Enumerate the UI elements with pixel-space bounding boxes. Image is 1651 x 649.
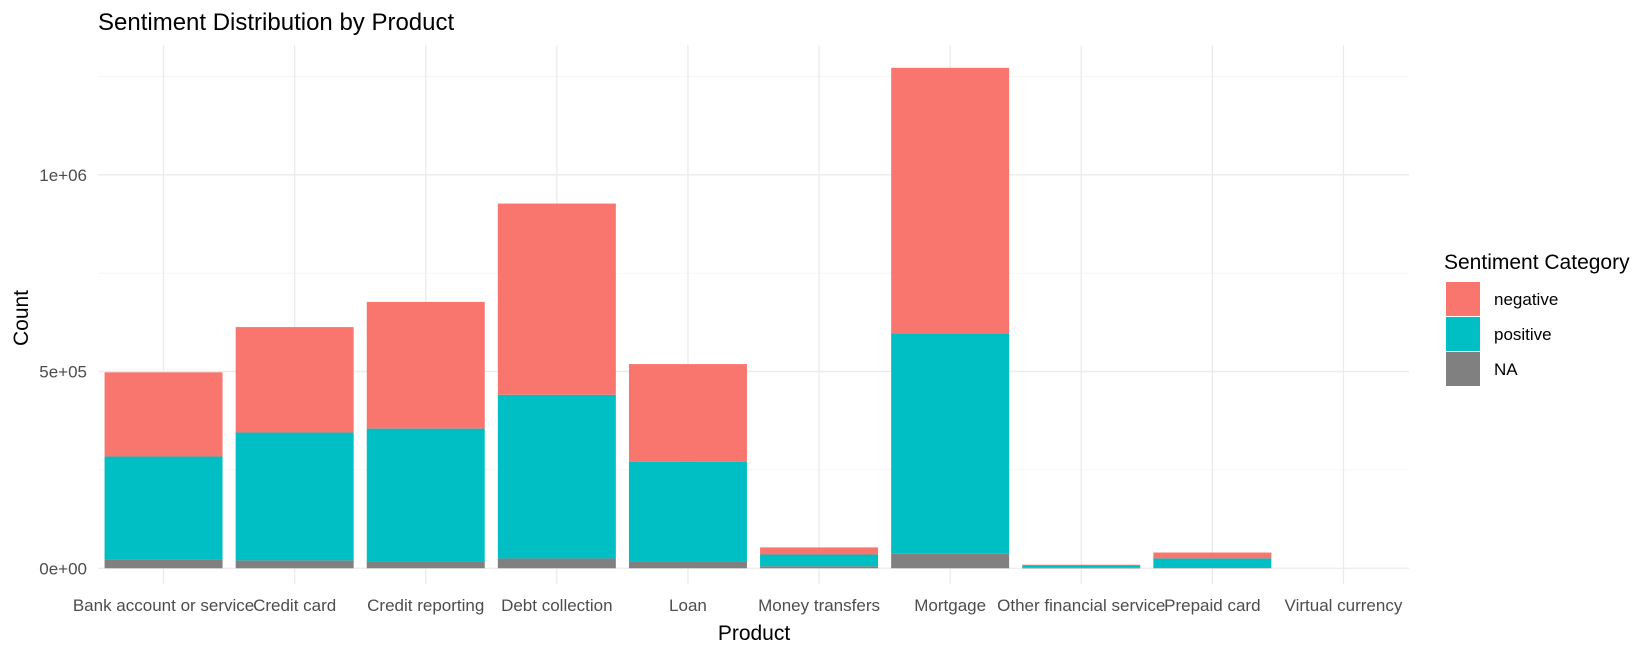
legend: Sentiment Category negative positive NA [1444, 251, 1630, 386]
bar-segment-positive [891, 333, 1010, 554]
bar-segment-positive [628, 461, 747, 562]
x-tick-label: Prepaid card [1164, 596, 1260, 615]
bar-segment-positive [497, 394, 616, 559]
bars [104, 67, 1272, 569]
bar-segment-negative [628, 364, 747, 462]
bar-segment-negative [497, 203, 616, 395]
bar-segment-negative [891, 67, 1010, 334]
legend-items: negative positive NA [1446, 282, 1558, 386]
bar-segment-na [1153, 567, 1272, 569]
x-tick-label: Money transfers [758, 596, 880, 615]
x-tick-label: Virtual currency [1285, 596, 1403, 615]
x-axis-title: Product [718, 622, 791, 645]
y-axis-title: Count [10, 290, 33, 346]
x-tick-label: Mortgage [914, 596, 986, 615]
bar-segment-negative [1153, 552, 1272, 559]
bar-segment-na [628, 561, 747, 569]
bar-segment-na [1022, 567, 1141, 569]
bar-segment-positive [366, 428, 485, 562]
x-tick-label: Debt collection [501, 596, 613, 615]
legend-swatch [1446, 282, 1480, 316]
bar-segment-na [891, 553, 1010, 569]
legend-swatch [1446, 317, 1480, 351]
bar-segment-positive [760, 554, 879, 567]
bar-segment-na [235, 560, 354, 569]
bar-segment-na [497, 558, 616, 569]
y-tick-label: 0e+00 [39, 559, 87, 578]
bar-segment-positive [1022, 565, 1141, 568]
bar-segment-positive [1153, 558, 1272, 568]
x-tick-label: Bank account or service [73, 596, 254, 615]
legend-label: positive [1494, 325, 1552, 344]
x-tick-label: Loan [669, 596, 707, 615]
chart-title: Sentiment Distribution by Product [98, 9, 455, 36]
bar-segment-negative [760, 547, 879, 555]
bar-segment-positive [235, 432, 354, 561]
legend-label: negative [1494, 290, 1558, 309]
bar-segment-na [104, 559, 223, 569]
legend-title: Sentiment Category [1444, 251, 1630, 274]
bar-segment-na [760, 566, 879, 569]
x-tick-label: Credit card [253, 596, 336, 615]
bar-segment-negative [1022, 564, 1141, 566]
bar-segment-negative [235, 327, 354, 433]
x-tick-label: Other financial service [997, 596, 1165, 615]
y-tick-label: 1e+06 [39, 166, 87, 185]
legend-swatch [1446, 352, 1480, 386]
bar-segment-negative [366, 301, 485, 429]
x-tick-label: Credit reporting [367, 596, 484, 615]
bar-segment-positive [104, 456, 223, 560]
y-axis-ticks: 0e+00 5e+05 1e+06 [39, 166, 87, 578]
legend-label: NA [1494, 360, 1518, 379]
bar-segment-na [366, 561, 485, 569]
y-tick-label: 5e+05 [39, 363, 87, 382]
bar-segment-negative [104, 372, 223, 457]
